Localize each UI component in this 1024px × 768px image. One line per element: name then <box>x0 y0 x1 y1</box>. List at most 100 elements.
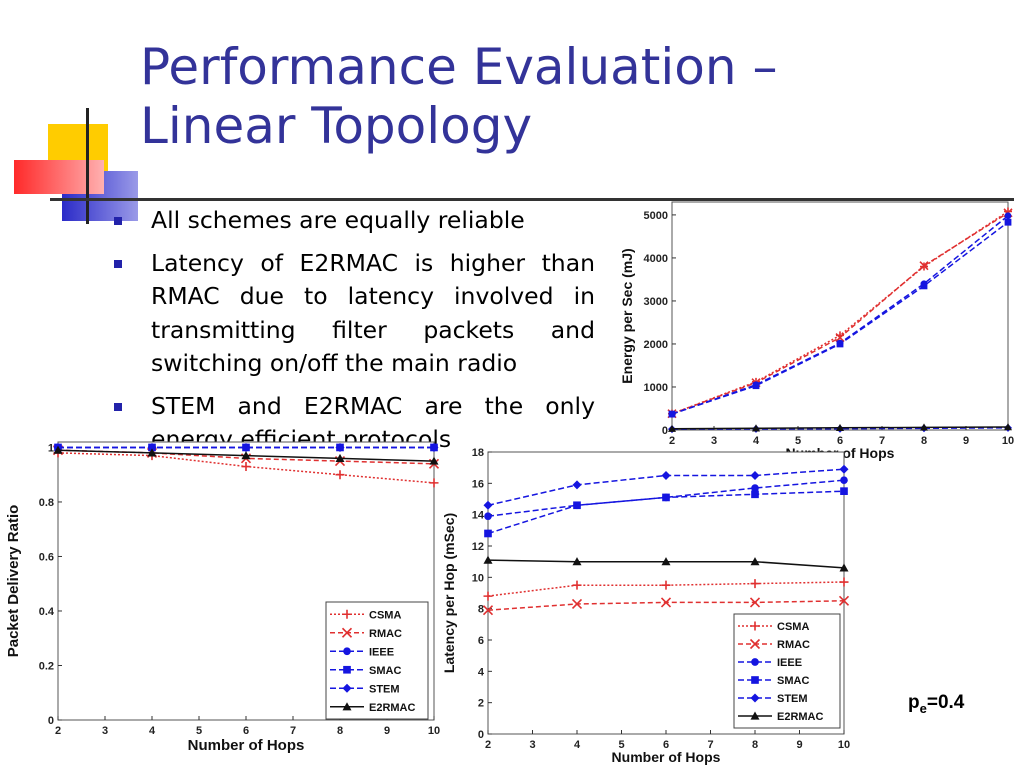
x-tick-label: 10 <box>1002 435 1014 447</box>
legend-label: IEEE <box>777 657 802 669</box>
legend-label: CSMA <box>369 609 401 621</box>
legend-label: SMAC <box>777 675 809 687</box>
y-tick-label: 0.4 <box>39 606 55 618</box>
x-tick-label: 2 <box>55 725 61 737</box>
data-point <box>483 591 493 601</box>
data-point <box>572 580 582 590</box>
title-line-2: Linear Topology <box>140 97 533 155</box>
legend-marker <box>343 665 351 674</box>
series-line <box>487 479 845 517</box>
deco-red-bar <box>14 160 104 194</box>
data-point <box>920 282 928 290</box>
y-axis-label: Packet Delivery Ratio <box>5 505 22 658</box>
bullet-item: Latency of E2RMAC is higher than RMAC du… <box>110 247 595 381</box>
bullet-square-icon <box>114 217 122 225</box>
x-tick-label: 5 <box>196 725 202 737</box>
x-tick-label: 4 <box>149 725 156 737</box>
y-tick-label: 1000 <box>644 382 668 394</box>
x-tick-label: 6 <box>837 435 843 447</box>
data-point <box>752 424 760 432</box>
data-point <box>752 382 760 390</box>
pe-subscript: e <box>919 700 927 716</box>
legend-marker <box>750 621 760 631</box>
series-e2rmac <box>483 555 849 572</box>
legend-box <box>733 613 841 729</box>
x-tick-label: 9 <box>963 435 969 447</box>
series-rmac <box>482 595 850 616</box>
series-e2rmac <box>668 422 1012 432</box>
legend-marker <box>342 609 352 619</box>
data-point <box>241 462 251 472</box>
data-point <box>836 340 844 348</box>
data-point <box>335 453 345 462</box>
series-smac <box>484 487 848 538</box>
x-tick-label: 4 <box>753 435 760 447</box>
legend-label: RMAC <box>369 628 402 640</box>
legend-label: E2RMAC <box>777 711 824 723</box>
x-axis-label: Number of Hops <box>188 737 305 754</box>
x-tick-label: 9 <box>384 725 390 737</box>
pe-annotation: pe=0.4 <box>908 692 964 716</box>
data-point <box>660 597 672 608</box>
data-point <box>751 490 759 499</box>
y-tick-label: 4 <box>478 666 485 678</box>
deco-vertical-line <box>86 108 89 224</box>
slide-title: Performance Evaluation – Linear Topology <box>140 38 860 156</box>
legend: CSMA RMAC IEEE SMAC STEM E2RMAC <box>733 613 841 729</box>
data-point <box>751 484 759 492</box>
legend-marker <box>751 658 759 666</box>
data-point <box>839 577 849 587</box>
x-tick-label: 7 <box>707 739 713 751</box>
pe-base: p <box>908 692 920 713</box>
data-point <box>572 480 582 490</box>
legend-marker <box>751 676 759 684</box>
y-tick-label: 0.2 <box>39 660 54 672</box>
legend-label: RMAC <box>777 639 810 651</box>
plot-area <box>671 201 1009 431</box>
data-point <box>429 478 439 488</box>
legend-label: CSMA <box>777 621 809 633</box>
y-tick-label: 1 <box>48 442 54 454</box>
title-divider <box>50 198 1014 201</box>
y-tick-label: 0.6 <box>39 551 54 563</box>
data-point <box>571 598 583 610</box>
data-point <box>1004 422 1012 431</box>
legend-label: STEM <box>369 683 400 695</box>
legend-box <box>325 601 429 720</box>
data-point <box>750 557 760 566</box>
x-tick-label: 5 <box>795 435 801 447</box>
series-smac <box>668 218 1012 418</box>
legend-marker <box>341 627 353 638</box>
data-point <box>241 442 251 452</box>
y-tick-label: 6 <box>478 635 484 647</box>
data-point <box>429 456 439 465</box>
data-point <box>484 529 492 538</box>
data-point <box>53 445 63 454</box>
data-point <box>483 555 493 564</box>
data-point <box>661 471 671 480</box>
y-tick-label: 0.8 <box>39 497 54 509</box>
bullet-text: All schemes are equally reliable <box>151 206 525 234</box>
bullet-text: Latency of E2RMAC is higher than RMAC du… <box>151 248 595 378</box>
series-e2rmac <box>53 445 439 465</box>
data-point <box>429 442 439 452</box>
legend-marker <box>343 647 351 656</box>
data-point <box>484 512 492 521</box>
y-tick-label: 3000 <box>644 296 668 308</box>
data-point <box>661 557 671 566</box>
x-tick-label: 8 <box>752 739 758 751</box>
data-point <box>839 563 849 572</box>
bullet-square-icon <box>114 259 122 268</box>
series-csma <box>483 577 849 601</box>
x-axis-label: Number of Hops <box>612 749 721 765</box>
bullet-item: All schemes are equally reliable <box>110 204 595 238</box>
legend-marker <box>750 693 760 703</box>
data-point <box>840 476 848 485</box>
legend-marker <box>749 638 761 650</box>
x-tick-label: 5 <box>618 739 624 751</box>
x-tick-label: 3 <box>102 725 108 737</box>
x-tick-label: 2 <box>485 739 491 751</box>
legend-label: IEEE <box>369 646 394 658</box>
data-point <box>1004 212 1012 220</box>
